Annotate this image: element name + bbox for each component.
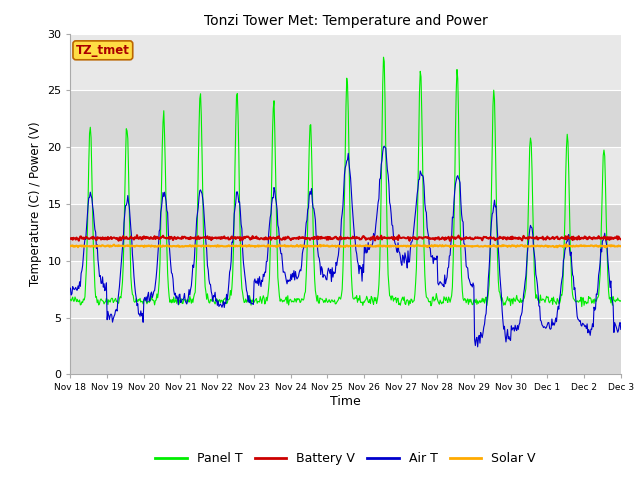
Text: TZ_tmet: TZ_tmet [76,44,130,57]
Legend: Panel T, Battery V, Air T, Solar V: Panel T, Battery V, Air T, Solar V [150,447,541,470]
Bar [70,147,621,204]
Bar [70,204,621,261]
Bar [70,318,621,374]
Bar [70,90,621,147]
Title: Tonzi Tower Met: Temperature and Power: Tonzi Tower Met: Temperature and Power [204,14,488,28]
Y-axis label: Temperature (C) / Power (V): Temperature (C) / Power (V) [29,122,42,286]
Bar [70,261,621,318]
X-axis label: Time: Time [330,395,361,408]
Bar [70,34,621,90]
